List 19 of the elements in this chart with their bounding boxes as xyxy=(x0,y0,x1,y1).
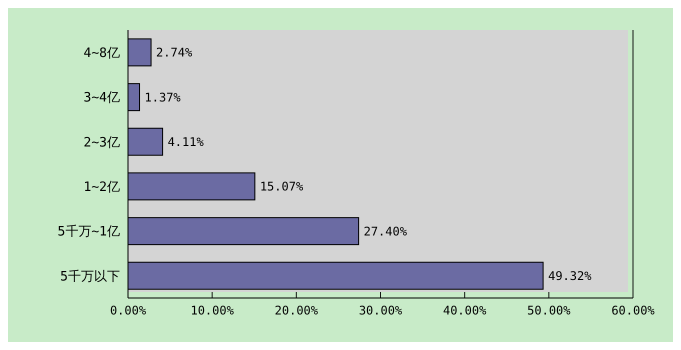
y-tick-label: 1~2亿 xyxy=(84,180,120,195)
x-tick-label: 20.00% xyxy=(274,304,319,318)
x-tick-label: 10.00% xyxy=(190,304,235,318)
y-tick-label: 5千万~1亿 xyxy=(58,224,120,240)
y-tick-label: 2~3亿 xyxy=(84,135,120,150)
data-label: 27.40% xyxy=(364,224,408,238)
y-tick-label: 5千万以下 xyxy=(60,269,120,284)
x-tick-label: 40.00% xyxy=(442,304,488,318)
x-tick-label: 50.00% xyxy=(527,304,572,318)
x-tick-label: 0.00% xyxy=(110,304,147,318)
x-tick-label: 60.00% xyxy=(611,304,656,318)
data-label: 15.07% xyxy=(260,180,304,194)
data-label: 1.37% xyxy=(144,90,182,104)
data-label: 49.32% xyxy=(548,269,592,284)
y-tick-label: 4~8亿 xyxy=(84,46,120,61)
data-label: 4.11% xyxy=(168,135,204,150)
y-tick-label: 3~4亿 xyxy=(84,90,120,106)
x-tick-label: 30.00% xyxy=(358,304,403,318)
data-label: 2.74% xyxy=(156,46,193,60)
